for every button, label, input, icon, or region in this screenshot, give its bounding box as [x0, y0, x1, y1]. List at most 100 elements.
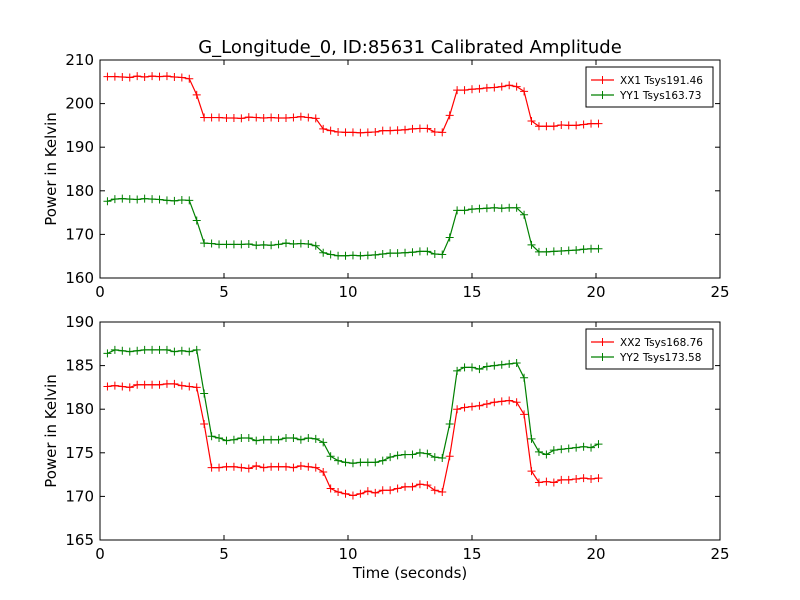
top-x-tick-label: 15	[462, 283, 481, 301]
bottom-data-point	[557, 475, 566, 484]
top-data-point	[408, 124, 417, 133]
top-data-point	[348, 251, 357, 260]
bottom-x-tick-label: 20	[586, 545, 605, 563]
top-data-point	[162, 72, 171, 81]
bottom-y-tick-label: 190	[65, 313, 94, 331]
bottom-data-point	[207, 463, 216, 472]
bottom-data-point	[408, 482, 417, 491]
bottom-data-point	[348, 491, 357, 500]
bottom-data-point	[155, 345, 164, 354]
top-y-tick-label: 190	[65, 138, 94, 156]
bottom-data-point	[393, 451, 402, 460]
bottom-data-point	[252, 436, 261, 445]
top-data-point	[371, 127, 380, 136]
top-data-point	[520, 87, 529, 96]
top-data-point	[378, 126, 387, 135]
top-data-point	[564, 121, 573, 130]
top-data-point	[252, 113, 261, 122]
bottom-data-point	[133, 380, 142, 389]
top-data-point	[401, 125, 410, 134]
bottom-data-point	[133, 346, 142, 355]
bottom-data-point	[371, 458, 380, 467]
bottom-data-point	[237, 463, 246, 472]
top-data-point	[155, 72, 164, 81]
top-y-tick-label: 180	[65, 182, 94, 200]
bottom-data-point	[534, 447, 543, 456]
bottom-legend-marker	[598, 353, 607, 361]
bottom-data-point	[505, 359, 514, 368]
top-data-point	[326, 126, 335, 135]
bottom-data-point	[289, 463, 298, 472]
top-data-point	[460, 86, 469, 95]
bottom-data-point	[356, 489, 365, 498]
top-data-point	[274, 240, 283, 249]
top-series-2	[103, 194, 603, 260]
bottom-data-point	[468, 363, 476, 372]
top-data-point	[200, 113, 209, 122]
bottom-data-point	[244, 433, 253, 442]
top-data-point	[185, 74, 194, 83]
bottom-data-point	[415, 480, 424, 489]
top-data-point	[542, 247, 551, 256]
top-data-point	[587, 244, 596, 253]
bottom-data-point	[274, 462, 283, 471]
top-data-point	[274, 113, 283, 122]
bottom-data-point	[423, 449, 432, 458]
bottom-data-point	[229, 435, 238, 444]
bottom-data-point	[334, 456, 343, 465]
bottom-data-point	[215, 463, 224, 472]
top-data-point	[371, 250, 380, 259]
bottom-data-point	[125, 347, 134, 356]
top-data-point	[453, 86, 462, 95]
top-legend-marker	[598, 91, 607, 99]
bottom-data-point	[334, 488, 343, 497]
bottom-data-point	[512, 398, 521, 407]
chart-title: G_Longitude_0, ID:85631 Calibrated Ampli…	[198, 37, 622, 58]
bottom-data-point	[527, 467, 536, 476]
bottom-data-point	[311, 434, 320, 443]
bottom-x-tick-label: 0	[95, 545, 105, 563]
top-data-point	[415, 124, 424, 133]
top-data-point	[289, 239, 298, 248]
top-data-point	[445, 233, 454, 242]
bottom-legend-label: YY2 Tsys173.58	[619, 352, 701, 364]
top-data-point	[430, 127, 439, 136]
bottom-data-point	[505, 396, 514, 405]
bottom-data-point	[386, 453, 395, 462]
bottom-data-point	[378, 456, 387, 465]
bottom-x-tick-label: 10	[338, 545, 357, 563]
top-data-point	[408, 248, 417, 257]
top-data-point	[393, 126, 402, 135]
top-data-point	[505, 203, 514, 212]
top-x-tick-label: 5	[219, 283, 229, 301]
top-data-point	[490, 203, 499, 212]
top-data-point	[490, 83, 499, 92]
top-data-point	[133, 195, 142, 204]
top-x-tick-label: 25	[710, 283, 729, 301]
top-data-point	[326, 250, 335, 259]
bottom-data-point	[170, 347, 179, 356]
top-plot: 0 5 10 15 20 25 160 170 180 190 200 210 Power in Kel…	[42, 51, 730, 301]
top-data-point	[587, 119, 596, 128]
top-data-point	[542, 122, 551, 131]
bottom-data-point	[259, 435, 268, 444]
top-data-point	[229, 240, 238, 249]
bottom-data-point	[125, 383, 134, 392]
top-data-point	[549, 122, 558, 131]
top-data-point	[304, 239, 313, 248]
top-data-point	[401, 248, 410, 257]
top-legend: XX1 Tsys191.46 YY1 Tsys163.73	[585, 66, 714, 108]
top-data-point	[438, 250, 447, 259]
top-data-point	[304, 113, 313, 122]
bottom-data-point	[207, 432, 216, 441]
top-data-point	[594, 244, 603, 253]
bottom-data-point	[237, 433, 246, 442]
bottom-legend-box	[585, 328, 714, 370]
bottom-data-point	[401, 482, 410, 491]
top-plot-frame	[99, 59, 721, 279]
bottom-data-point	[140, 345, 149, 354]
top-data-point	[356, 251, 365, 260]
bottom-data-point	[215, 433, 224, 442]
bottom-data-point	[326, 452, 335, 461]
top-data-point	[557, 120, 566, 129]
